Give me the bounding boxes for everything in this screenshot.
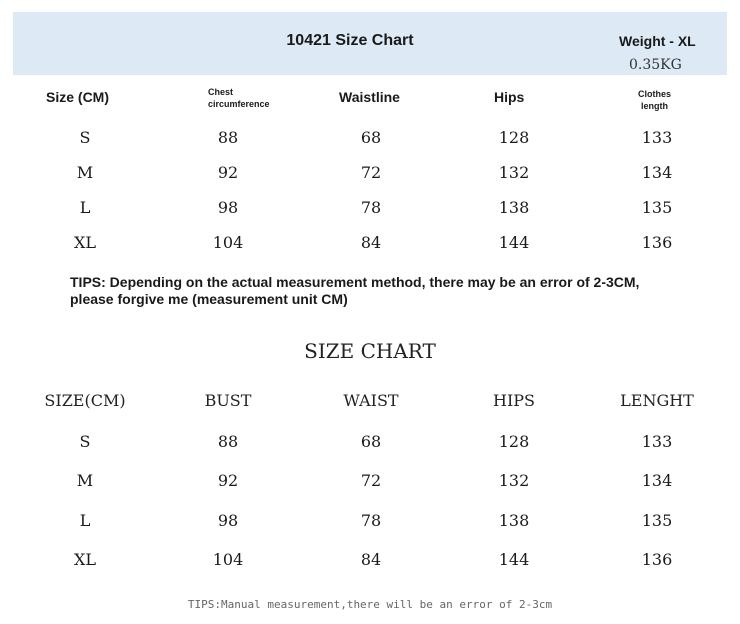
table-cell: XL — [73, 233, 96, 252]
table-cell: 84 — [360, 550, 382, 569]
table-cell: 72 — [360, 163, 382, 182]
table-cell: 68 — [360, 432, 382, 451]
table-cell: 78 — [360, 198, 382, 217]
header-waist: Waistline — [339, 89, 400, 105]
table-cell: 98 — [217, 198, 239, 217]
header-length-line2: length — [641, 101, 668, 111]
header-waist: WAIST — [343, 391, 399, 410]
table-cell: 98 — [217, 511, 239, 530]
table-cell: M — [76, 471, 94, 490]
header-size: SIZE(CM) — [44, 391, 126, 410]
table-cell: 132 — [498, 471, 530, 490]
header-length-line1: Clothes — [638, 89, 672, 99]
table-cell: 104 — [212, 550, 244, 569]
table-cell: 128 — [498, 432, 530, 451]
table-cell: 135 — [641, 511, 673, 530]
table-cell: 88 — [217, 128, 239, 147]
table-cell: 136 — [641, 550, 673, 569]
table-cell: S — [79, 128, 91, 147]
table-cell: S — [79, 432, 91, 451]
header-chest-line1: Chest — [208, 87, 234, 97]
table-cell: 134 — [641, 163, 673, 182]
table-cell: 144 — [498, 550, 530, 569]
weight-value: 0.35KG — [629, 57, 682, 73]
table-cell: 92 — [217, 163, 239, 182]
table-cell: 138 — [498, 198, 530, 217]
table-cell: 88 — [217, 432, 239, 451]
table-cell: 104 — [212, 233, 244, 252]
table-cell: 68 — [360, 128, 382, 147]
tips-line2: please forgive me (measurement unit CM) — [70, 291, 348, 307]
table-cell: 133 — [641, 128, 673, 147]
header-chest: Chest circumference — [208, 86, 270, 110]
size-chart-title: 10421 Size Chart — [286, 32, 414, 49]
header-length: Clothes length — [638, 88, 671, 112]
header-hips: Hips — [494, 89, 525, 105]
header-length: LENGHT — [620, 391, 694, 410]
table-cell: 132 — [498, 163, 530, 182]
weight-label: Weight - XL — [619, 33, 696, 49]
table-cell: XL — [73, 550, 96, 569]
table-cell: 138 — [498, 511, 530, 530]
table-cell: L — [79, 511, 91, 530]
size-chart-heading: SIZE CHART — [304, 339, 436, 363]
header-bust: BUST — [204, 391, 252, 410]
title-banner — [13, 12, 727, 75]
table-cell: 92 — [217, 471, 239, 490]
table-cell: 78 — [360, 511, 382, 530]
header-hips: HIPS — [493, 391, 535, 410]
table-cell: 136 — [641, 233, 673, 252]
table-cell: 128 — [498, 128, 530, 147]
header-size: Size (CM) — [46, 89, 109, 105]
tips-note: TIPS: Depending on the actual measuremen… — [70, 274, 710, 308]
table-cell: 72 — [360, 471, 382, 490]
table-cell: 84 — [360, 233, 382, 252]
table-cell: 134 — [641, 471, 673, 490]
table-cell: M — [76, 163, 94, 182]
table-cell: 144 — [498, 233, 530, 252]
table-cell: 135 — [641, 198, 673, 217]
table-cell: L — [79, 198, 91, 217]
tips-footer: TIPS:Manual measurement,there will be an… — [187, 598, 553, 611]
tips-line1: TIPS: Depending on the actual measuremen… — [70, 274, 640, 290]
header-chest-line2: circumference — [208, 99, 270, 109]
table-cell: 133 — [641, 432, 673, 451]
